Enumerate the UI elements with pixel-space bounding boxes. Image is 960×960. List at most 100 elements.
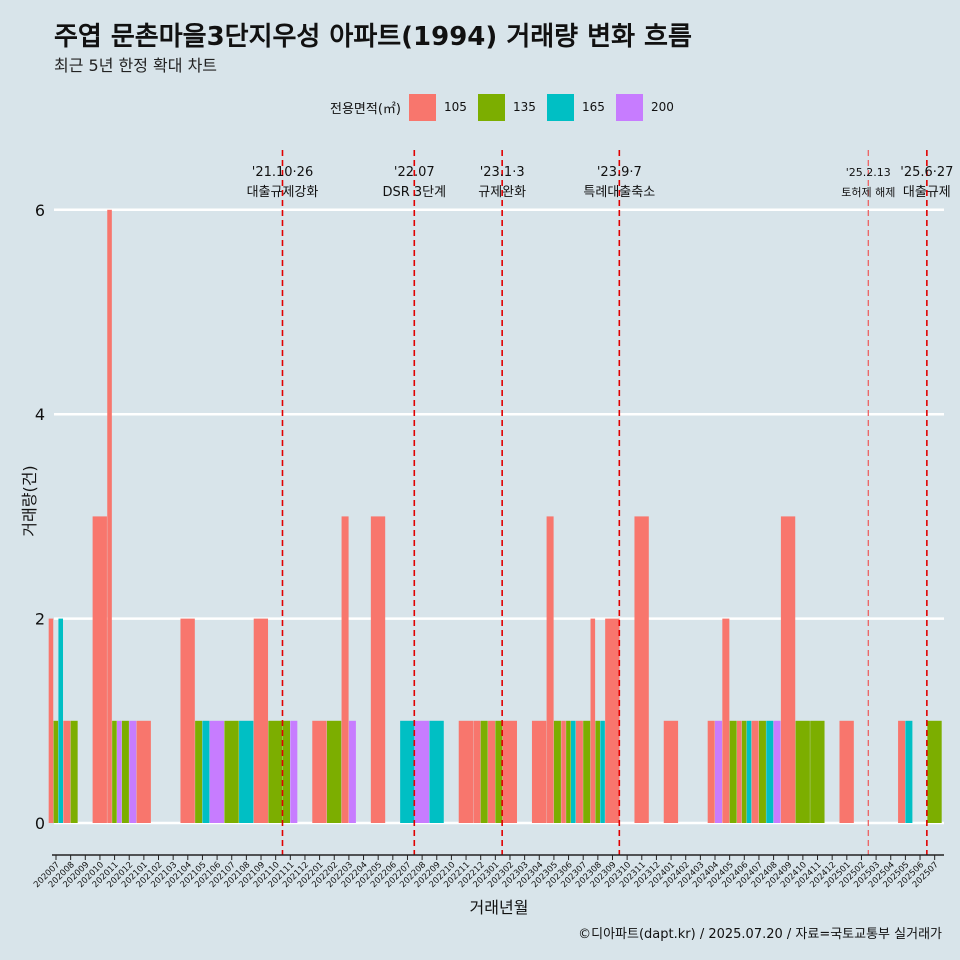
bar-202010-105	[92, 516, 107, 823]
bar-202011-200	[117, 720, 122, 823]
bar-202308-165	[600, 720, 605, 823]
bar-202308-105	[590, 618, 596, 823]
bar-202012-135	[121, 720, 129, 823]
legend-swatch-165	[546, 93, 574, 121]
x-axis-title: 거래년월	[470, 898, 529, 917]
bar-202207-165	[400, 720, 415, 823]
bar-202308-135	[595, 720, 600, 823]
bar-202104-105	[180, 618, 195, 823]
bar-202409-105	[780, 516, 796, 823]
bar-202306-165	[570, 720, 576, 823]
legend-label-105: 105	[443, 100, 467, 114]
chart-subtitle: 최근 5년 한정 확대 차트	[54, 56, 218, 75]
bar-202305-105	[546, 516, 554, 823]
bar-202012-200	[129, 720, 137, 823]
bar-202111-135	[282, 720, 291, 823]
legend-item-200: 200	[615, 93, 681, 121]
bar-202501-105	[839, 720, 854, 823]
bar-202309-105	[605, 618, 620, 823]
bar-202407-105	[751, 720, 759, 823]
bar-202306-135	[566, 720, 571, 823]
bar-202202-135	[326, 720, 342, 823]
bar-202008-105	[63, 720, 71, 823]
bar-202203-105	[341, 516, 349, 823]
bar-202007-105	[48, 618, 54, 823]
bar-202410-135	[795, 720, 810, 823]
bar-202011-105	[107, 209, 112, 824]
y-tick-label-6: 6	[35, 201, 45, 220]
bar-202405-135	[729, 720, 737, 823]
legend-item-135: 135	[477, 93, 543, 121]
bar-202007-135	[53, 720, 59, 823]
policy-label-2: 규제완화	[478, 185, 526, 200]
bar-202406-135	[741, 720, 747, 823]
legend: 전용면적(㎡) 105 135 165 200	[330, 93, 685, 121]
bar-202105-135	[195, 720, 203, 823]
y-tick-label-4: 4	[35, 405, 45, 424]
policy-date-2: '23.1·3	[480, 165, 525, 180]
bar-202111-200	[290, 720, 298, 823]
bar-202505-105	[898, 720, 906, 823]
policy-date-4: '25.2.13	[846, 166, 891, 179]
bar-202311-105	[634, 516, 649, 823]
bar-202307-105	[575, 720, 583, 823]
policy-label-1: DSR 3단계	[382, 185, 446, 200]
legend-swatch-135	[477, 93, 505, 121]
policy-label-0: 대출규제강화	[247, 185, 319, 200]
bar-202301-105	[488, 720, 496, 823]
y-tick-label-2: 2	[35, 610, 45, 629]
legend-title: 전용면적(㎡)	[330, 101, 401, 117]
bar-202105-165	[202, 720, 210, 823]
bar-202404-105	[707, 720, 715, 823]
bar-202304-105	[531, 720, 547, 823]
bar-202301-135	[495, 720, 503, 823]
bar-202507-135	[927, 720, 942, 823]
bar-202109-105	[253, 618, 269, 823]
bar-202110-135	[268, 720, 283, 823]
bar-202008-135	[70, 720, 78, 823]
source-caption: ©디아파트(dapt.kr) / 2025.07.20 / 자료=국토교통부 실…	[578, 927, 942, 942]
bar-202107-135	[224, 720, 239, 823]
legend-label-200: 200	[650, 100, 674, 114]
bar-202405-105	[722, 618, 730, 823]
bar-202108-165	[239, 720, 254, 823]
bar-202505-165	[905, 720, 913, 823]
legend-swatch-105	[408, 93, 436, 121]
legend-swatch-200	[615, 93, 643, 121]
bar-202302-105	[502, 720, 517, 823]
chart-title: 주엽 문촌마을3단지우성 아파트(1994) 거래량 변화 흐름	[54, 22, 692, 52]
policy-date-0: '21.10·26	[252, 165, 313, 180]
bar-202211-105	[458, 720, 474, 823]
bar-202406-165	[746, 720, 752, 823]
legend-label-165: 165	[581, 100, 605, 114]
bar-202208-200	[414, 720, 430, 823]
policy-label-3: 특례대출축소	[583, 185, 655, 200]
bar-202411-135	[810, 720, 825, 823]
bar-202209-165	[429, 720, 444, 823]
legend-label-135: 135	[512, 100, 536, 114]
bar-202408-200	[773, 720, 781, 823]
bar-202401-105	[663, 720, 679, 823]
bar-202007-165	[58, 618, 64, 823]
bar-202307-135	[583, 720, 591, 823]
bar-202406-105	[736, 720, 742, 823]
policy-label-5: 대출규제	[903, 185, 951, 200]
bar-202203-200	[348, 720, 356, 823]
bar-202011-135	[112, 720, 117, 823]
bar-202407-135	[758, 720, 766, 823]
legend-item-105: 105	[408, 93, 474, 121]
bar-202212-105	[473, 720, 481, 823]
bar-202201-105	[312, 720, 327, 823]
legend-item-165: 165	[546, 93, 612, 121]
policy-date-3: '23.9·7	[597, 165, 642, 180]
bar-202306-105	[561, 720, 566, 823]
bar-202212-135	[480, 720, 488, 823]
bar-202106-200	[209, 720, 225, 823]
bar-202305-135	[553, 720, 561, 823]
bar-202408-165	[766, 720, 774, 823]
bar-202205-105	[370, 516, 386, 823]
policy-label-4: 토허제 해제	[841, 185, 895, 199]
y-tick-label-0: 0	[35, 814, 45, 833]
bar-202404-200	[715, 720, 723, 823]
